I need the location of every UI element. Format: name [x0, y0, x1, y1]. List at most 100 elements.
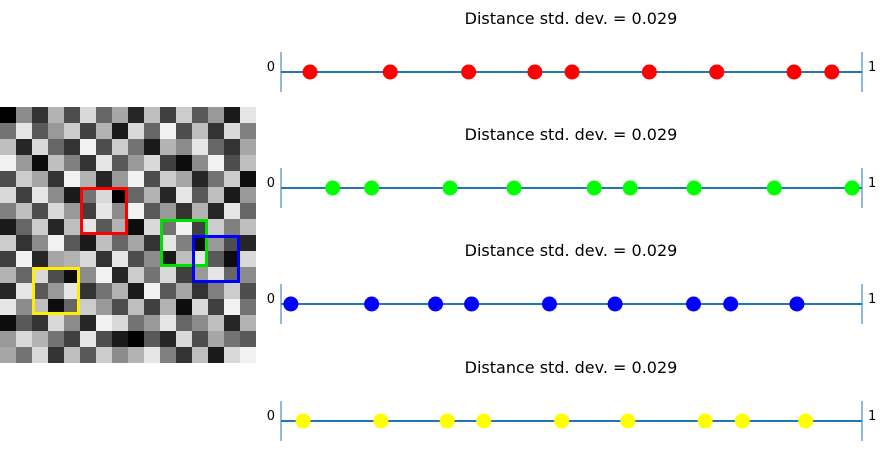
heatmap-cell	[80, 187, 96, 203]
heatmap-cell	[48, 251, 64, 267]
heatmap-cell	[0, 347, 16, 363]
heatmap-cell	[160, 331, 176, 347]
heatmap-cell	[96, 155, 112, 171]
heatmap-cell	[80, 107, 96, 123]
heatmap-cell	[240, 251, 256, 267]
heatmap-cell	[176, 187, 192, 203]
heatmap-cell	[192, 267, 208, 283]
strip-point	[620, 413, 636, 429]
strip-point	[607, 296, 623, 312]
heatmap-cell	[144, 107, 160, 123]
strip-point	[697, 413, 713, 429]
strip-point	[295, 413, 311, 429]
highlight-box	[80, 187, 128, 235]
heatmap-cell	[240, 267, 256, 283]
heatmap-cell	[0, 123, 16, 139]
strip-label-start: 0	[267, 60, 275, 75]
heatmap-cell	[144, 139, 160, 155]
heatmap-cell	[0, 299, 16, 315]
heatmap-cell	[16, 299, 32, 315]
heatmap-cell	[64, 187, 80, 203]
heatmap-cell	[224, 283, 240, 299]
heatmap-cell	[0, 203, 16, 219]
heatmap-cell	[128, 187, 144, 203]
heatmap-cell	[240, 187, 256, 203]
heatmap-cell	[160, 251, 176, 267]
strip-point	[476, 413, 492, 429]
heatmap-cell	[80, 315, 96, 331]
strip-point	[283, 296, 299, 312]
heatmap-cell	[64, 331, 80, 347]
heatmap-cell	[192, 203, 208, 219]
heatmap-cell	[112, 235, 128, 251]
heatmap-cell	[208, 107, 224, 123]
heatmap-cell	[160, 267, 176, 283]
heatmap-cell	[208, 187, 224, 203]
heatmap-cell	[208, 267, 224, 283]
heatmap-cell	[64, 203, 80, 219]
heatmap-cell	[112, 219, 128, 235]
heatmap-cell	[160, 315, 176, 331]
heatmap-cell	[64, 267, 80, 283]
heatmap-cell	[240, 331, 256, 347]
strip-point	[641, 64, 657, 80]
heatmap-cell	[240, 315, 256, 331]
heatmap-cell	[16, 315, 32, 331]
heatmap-cell	[48, 347, 64, 363]
heatmap-cell	[176, 203, 192, 219]
heatmap-cell	[144, 299, 160, 315]
heatmap-cell	[0, 171, 16, 187]
heatmap-cell	[192, 283, 208, 299]
heatmap-cell	[48, 203, 64, 219]
heatmap-cell	[224, 299, 240, 315]
heatmap-cell	[128, 347, 144, 363]
heatmap-cell	[32, 331, 48, 347]
heatmap-cell	[64, 283, 80, 299]
highlight-box	[32, 267, 80, 315]
heatmap-cell	[176, 299, 192, 315]
heatmap-cell	[64, 171, 80, 187]
strip-point	[824, 64, 840, 80]
heatmap-cell	[144, 347, 160, 363]
heatmap-cell	[0, 155, 16, 171]
heatmap-cell	[160, 283, 176, 299]
heatmap-cell	[128, 123, 144, 139]
heatmap-cell	[192, 219, 208, 235]
heatmap-cell	[80, 299, 96, 315]
heatmap-cell	[0, 267, 16, 283]
heatmap-cell	[224, 123, 240, 139]
heatmap-cell	[16, 203, 32, 219]
heatmap-cell	[176, 139, 192, 155]
strip-title: Distance std. dev. = 0.029	[465, 241, 678, 260]
heatmap-cell	[144, 251, 160, 267]
heatmap-cell	[48, 123, 64, 139]
heatmap-cell	[240, 139, 256, 155]
strip-point	[564, 64, 580, 80]
heatmap-cell	[160, 347, 176, 363]
heatmap-cell	[32, 219, 48, 235]
heatmap-cell	[96, 139, 112, 155]
strip-plot-1: Distance std. dev. = 0.029 0 1	[267, 9, 876, 92]
heatmap-cell	[48, 283, 64, 299]
heatmap-cell	[0, 187, 16, 203]
heatmap-cell	[64, 155, 80, 171]
heatmap-cell	[48, 315, 64, 331]
strip-point	[786, 64, 802, 80]
heatmap-cell	[64, 251, 80, 267]
heatmap-cell	[48, 107, 64, 123]
strip-label-end: 1	[868, 176, 876, 191]
heatmap-cell	[176, 331, 192, 347]
heatmap-cell	[192, 155, 208, 171]
heatmap-cell	[64, 347, 80, 363]
heatmap-cell	[192, 187, 208, 203]
heatmap-cell	[48, 139, 64, 155]
heatmap-cell	[128, 315, 144, 331]
heatmap-cell	[80, 347, 96, 363]
heatmap-cell	[176, 219, 192, 235]
strip-plot-4: Distance std. dev. = 0.029 0 1	[267, 358, 876, 441]
heatmap-cell	[192, 139, 208, 155]
heatmap-cell	[0, 283, 16, 299]
heatmap-cell	[160, 155, 176, 171]
heatmap-cell	[160, 219, 176, 235]
heatmap-cell	[128, 155, 144, 171]
